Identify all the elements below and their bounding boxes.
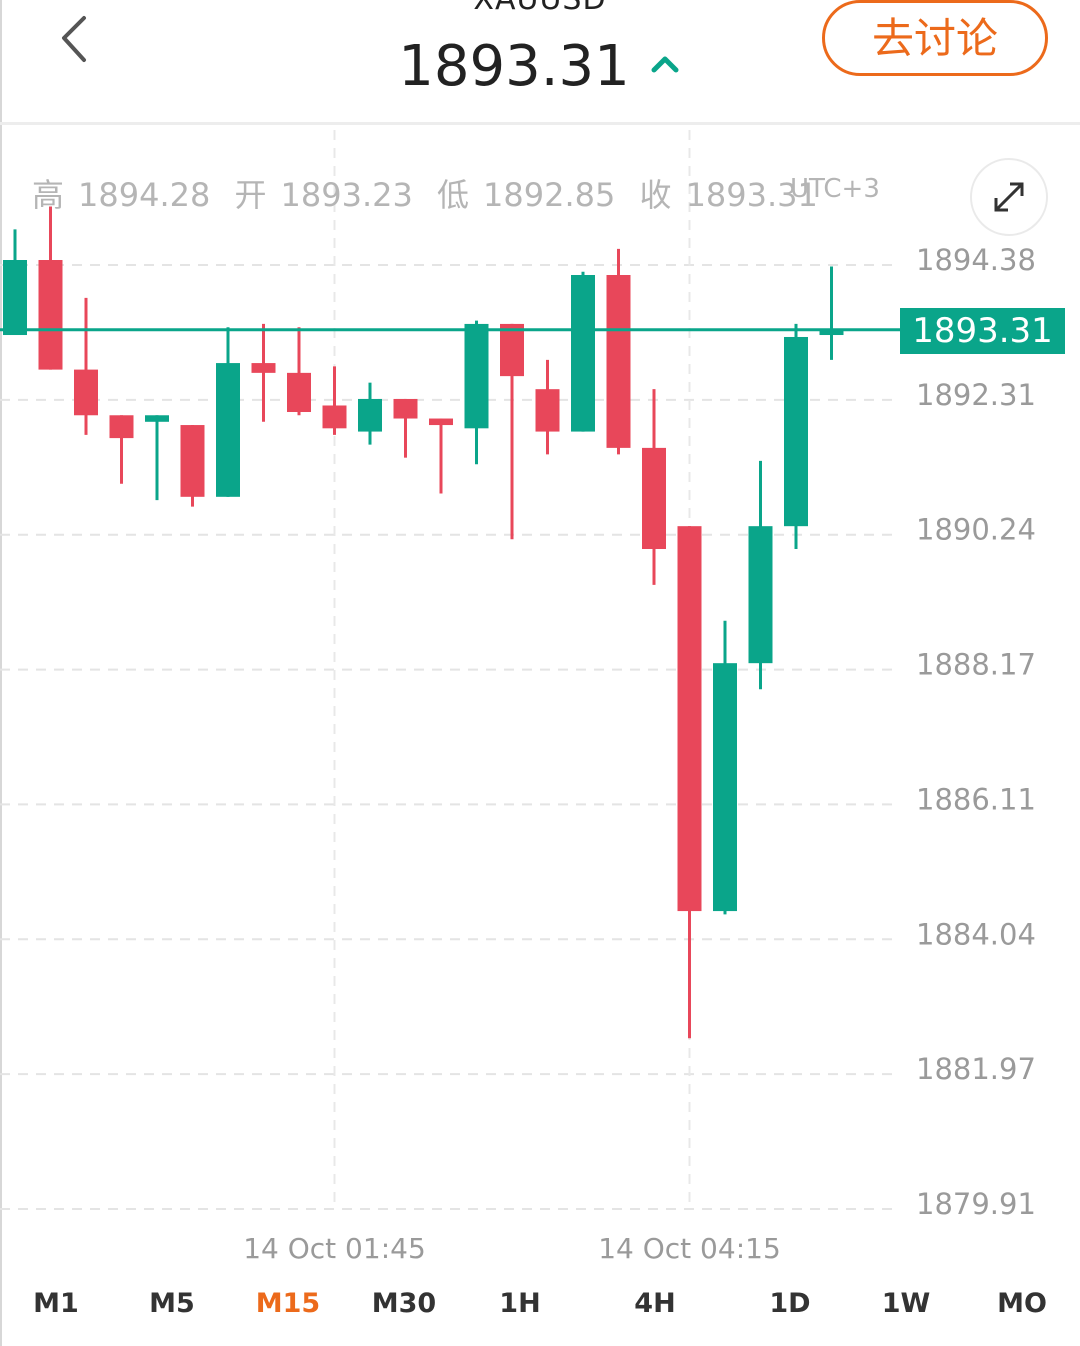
y-tick-label: 1884.04 — [916, 917, 1036, 951]
y-tick-label: 1894.38 — [916, 243, 1036, 277]
candle-body — [713, 663, 737, 912]
close-label: 收 — [639, 176, 672, 214]
y-tick-label: 1886.11 — [916, 782, 1036, 816]
high-value: 1894.28 — [78, 176, 211, 214]
low-value: 1892.85 — [483, 176, 616, 214]
candle-body — [535, 389, 560, 432]
chevron-left-icon — [62, 16, 86, 62]
low-label: 低 — [437, 176, 470, 214]
timeframe-m1[interactable]: M1 — [33, 1288, 79, 1319]
x-tick-label: 14 Oct 04:15 — [598, 1232, 781, 1265]
timeframe-bar: M1 M5 M15 M30 1H 4H 1D 1W MO — [0, 1288, 1080, 1332]
candle-body — [145, 415, 169, 422]
timeframe-1d[interactable]: 1D — [769, 1288, 811, 1319]
current-price-tag: 1893.31 — [900, 308, 1065, 354]
fullscreen-button[interactable] — [970, 158, 1048, 236]
timeframe-1h[interactable]: 1H — [499, 1288, 541, 1319]
price-line: 1893.31 — [0, 34, 1080, 99]
expand-icon — [994, 182, 1024, 212]
close-value: 1893.31 — [685, 176, 818, 214]
candle-body — [38, 260, 63, 370]
candle-body — [677, 526, 702, 912]
timeframe-m5[interactable]: M5 — [149, 1288, 195, 1319]
discuss-button[interactable]: 去讨论 — [822, 0, 1048, 76]
price-up-arrow-icon — [651, 56, 679, 73]
candle-body — [3, 260, 27, 336]
timeframe-1w[interactable]: 1W — [881, 1288, 931, 1319]
timeframe-m15[interactable]: M15 — [255, 1288, 321, 1319]
candle-body — [251, 363, 276, 373]
y-tick-label: 1888.17 — [916, 648, 1036, 682]
header-divider — [0, 122, 1080, 125]
y-tick-label: 1881.97 — [916, 1052, 1036, 1086]
candle-body — [74, 369, 98, 416]
y-tick-label: 1890.24 — [916, 513, 1036, 547]
timezone-label: UTC+3 — [790, 174, 880, 204]
open-value: 1893.23 — [280, 176, 413, 214]
candle-body — [819, 329, 844, 336]
candle-body — [571, 275, 595, 432]
candle-body — [322, 405, 347, 429]
candle-body — [287, 372, 311, 413]
candle-body — [429, 418, 453, 426]
candle-body — [464, 323, 489, 429]
candle-body — [500, 323, 524, 377]
y-tick-label: 1879.91 — [916, 1187, 1036, 1221]
back-button[interactable] — [50, 8, 106, 68]
ohlc-summary: 高 1894.28 开 1893.23 低 1892.85 收 1893.31 — [32, 170, 832, 216]
timeframe-m30[interactable]: M30 — [371, 1288, 437, 1319]
open-label: 开 — [234, 176, 267, 214]
candle-body — [180, 425, 205, 497]
timeframe-mo[interactable]: MO — [997, 1288, 1047, 1319]
symbol-name: XAUUSD — [0, 0, 1080, 17]
candle-body — [109, 415, 134, 439]
timeframe-4h[interactable]: 4H — [634, 1288, 676, 1319]
candlestick-chart[interactable]: 1894.38 1892.31 1890.24 1888.17 1886.11 1884.… — [0, 125, 1080, 1275]
candle-body — [606, 275, 631, 448]
candle-body — [358, 398, 382, 432]
current-price: 1893.31 — [398, 34, 630, 99]
candle-body — [393, 398, 418, 419]
candle-body — [642, 447, 666, 550]
candle-body — [784, 336, 808, 527]
x-tick-label: 14 Oct 01:45 — [243, 1232, 426, 1265]
high-label: 高 — [32, 176, 65, 214]
candle-body — [216, 363, 240, 497]
candle-body — [748, 526, 773, 664]
y-tick-label: 1892.31 — [916, 378, 1036, 412]
left-edge — [0, 0, 2, 1346]
header: XAUUSD 1893.31 去讨论 — [0, 0, 1080, 125]
